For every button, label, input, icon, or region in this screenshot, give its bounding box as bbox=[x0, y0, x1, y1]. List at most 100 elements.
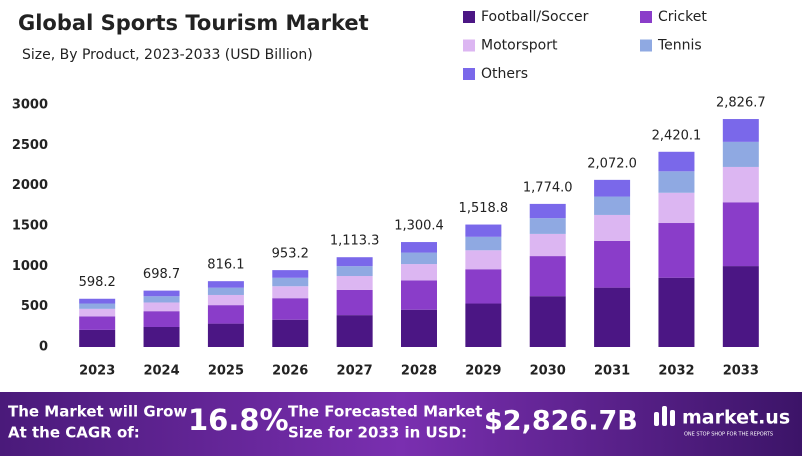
forecast-text: The Forecasted Market bbox=[288, 403, 482, 421]
total-label: 1,300.4 bbox=[394, 219, 444, 234]
y-tick-label: 500 bbox=[21, 299, 48, 314]
bar-segment bbox=[722, 166, 759, 203]
x-tick-label: 2033 bbox=[723, 364, 759, 379]
bar-segment bbox=[658, 277, 695, 347]
y-tick-label: 3000 bbox=[12, 98, 48, 113]
bar-segment bbox=[401, 242, 437, 253]
bar-segment bbox=[529, 218, 566, 234]
bar-segment bbox=[272, 319, 309, 347]
y-tick-label: 0 bbox=[39, 340, 48, 355]
bar-segment bbox=[401, 264, 437, 281]
x-tick-label: 2029 bbox=[465, 364, 501, 379]
brand-logo bbox=[654, 406, 675, 426]
bar-segment bbox=[658, 151, 695, 172]
bar-segment bbox=[722, 141, 759, 167]
total-label: 1,113.3 bbox=[330, 234, 380, 249]
bar-segment bbox=[143, 311, 180, 327]
bar-segment bbox=[529, 233, 566, 257]
bar-segment bbox=[465, 224, 502, 237]
legend-label: Motorsport bbox=[481, 38, 558, 54]
chart-subtitle: Size, By Product, 2023-2033 (USD Billion… bbox=[22, 47, 313, 63]
bar-segment bbox=[79, 303, 116, 309]
bar-segment bbox=[658, 171, 695, 193]
bar-segment bbox=[272, 270, 309, 278]
bar-segment bbox=[401, 280, 437, 310]
total-label: 953.2 bbox=[272, 247, 309, 262]
total-label: 2,420.1 bbox=[652, 128, 702, 143]
bar-segment bbox=[79, 298, 116, 304]
bar-segment bbox=[207, 323, 244, 347]
legend-swatch bbox=[640, 39, 652, 52]
y-tick-label: 1500 bbox=[12, 219, 48, 234]
bar-segment bbox=[272, 298, 309, 320]
bar-segment bbox=[722, 266, 759, 347]
total-label: 1,518.8 bbox=[459, 201, 509, 216]
bar-segment bbox=[594, 196, 631, 215]
legend-label: Others bbox=[481, 66, 528, 82]
total-label: 698.7 bbox=[143, 267, 180, 282]
bar-segment bbox=[401, 252, 437, 265]
bar-segment bbox=[722, 202, 759, 267]
cagr-text: The Market will Grow bbox=[8, 403, 187, 421]
legend-label: Tennis bbox=[657, 38, 702, 54]
bar-segment bbox=[722, 119, 759, 142]
x-tick-label: 2024 bbox=[143, 364, 179, 379]
x-tick-label: 2023 bbox=[79, 364, 115, 379]
bar-segment bbox=[272, 286, 309, 299]
bar-segment bbox=[401, 309, 437, 347]
total-label: 816.1 bbox=[207, 258, 244, 273]
x-tick-label: 2025 bbox=[208, 364, 244, 379]
brand-name: market.us bbox=[682, 407, 790, 429]
y-tick-label: 1000 bbox=[12, 259, 48, 274]
bar-segment bbox=[658, 223, 695, 278]
legend-label: Football/Soccer bbox=[481, 9, 589, 25]
x-tick-label: 2026 bbox=[272, 364, 308, 379]
cagr-text: At the CAGR of: bbox=[8, 424, 140, 442]
bar-segment bbox=[207, 305, 244, 324]
legend-swatch bbox=[463, 11, 475, 23]
y-tick-label: 2000 bbox=[12, 178, 48, 193]
bar-segment bbox=[529, 256, 566, 297]
bar-segment bbox=[143, 296, 180, 303]
bar-segment bbox=[143, 302, 180, 312]
forecast-value: $2,826.7B bbox=[484, 406, 638, 437]
bar-segment bbox=[465, 236, 502, 251]
bar-segment bbox=[336, 266, 373, 277]
bar-segment bbox=[465, 250, 502, 270]
y-tick-label: 2500 bbox=[12, 138, 48, 153]
bar-segment bbox=[272, 277, 309, 287]
chart-title: Global Sports Tourism Market bbox=[18, 11, 369, 35]
bar-segment bbox=[594, 240, 631, 288]
total-label: 2,072.0 bbox=[587, 156, 637, 171]
forecast-text: Size for 2033 in USD: bbox=[288, 424, 467, 442]
total-label: 2,826.7 bbox=[716, 95, 766, 110]
bar-segment bbox=[465, 303, 502, 347]
legend-swatch bbox=[463, 39, 475, 52]
total-label: 1,774.0 bbox=[523, 180, 573, 195]
bar-segment bbox=[79, 308, 116, 317]
x-tick-label: 2030 bbox=[530, 364, 566, 379]
bar-segment bbox=[594, 179, 631, 197]
bar-segment bbox=[207, 294, 244, 306]
bar-segment bbox=[336, 289, 373, 316]
bar-segment bbox=[336, 276, 373, 290]
legend-swatch bbox=[640, 11, 652, 23]
bar-segment bbox=[594, 287, 631, 347]
bar-segment bbox=[594, 214, 631, 241]
x-tick-label: 2031 bbox=[594, 364, 630, 379]
bar-segment bbox=[207, 287, 244, 295]
bar-segment bbox=[465, 269, 502, 304]
bar-segment bbox=[529, 296, 566, 347]
legend-label: Cricket bbox=[658, 9, 707, 25]
bar-segment bbox=[79, 329, 116, 347]
x-tick-label: 2027 bbox=[337, 364, 373, 379]
total-label: 598.2 bbox=[79, 275, 116, 290]
legend-swatch bbox=[463, 68, 475, 80]
bar-segment bbox=[143, 290, 180, 297]
bar-segment bbox=[336, 257, 373, 267]
x-tick-label: 2028 bbox=[401, 364, 437, 379]
bar-segment bbox=[529, 203, 566, 219]
bar-segment bbox=[79, 316, 116, 330]
